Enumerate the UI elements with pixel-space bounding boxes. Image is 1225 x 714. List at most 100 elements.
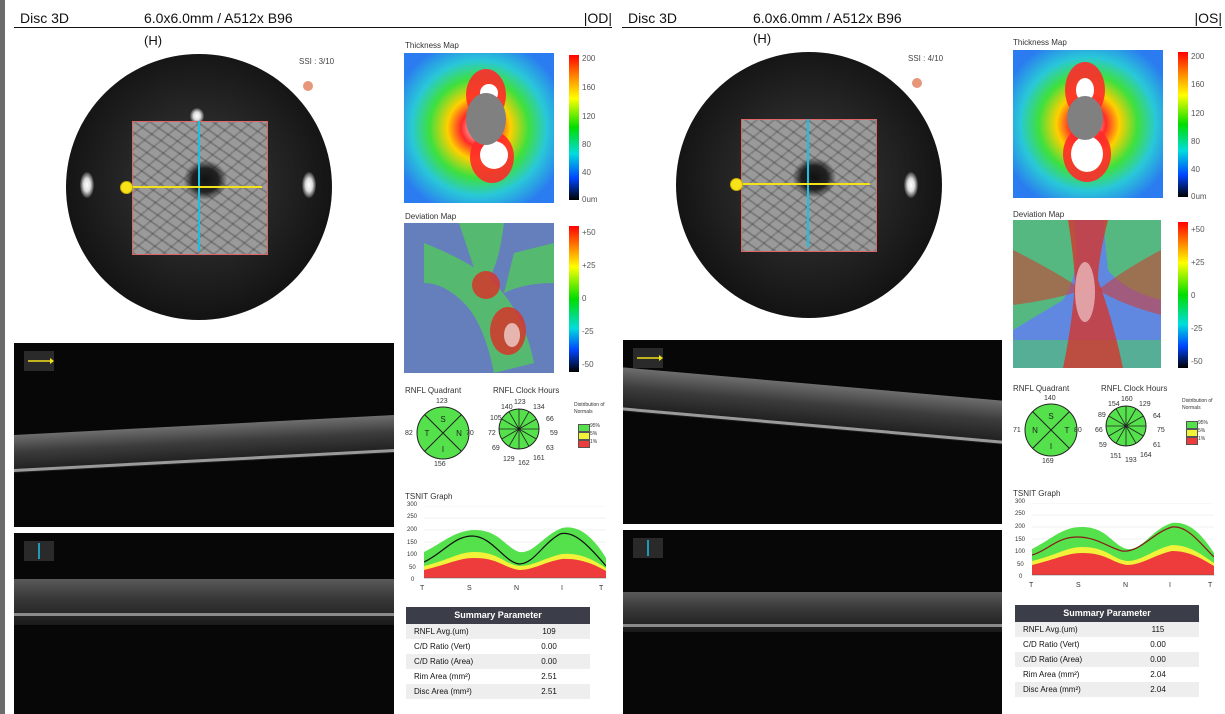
distribution-title: Distribution of Normals [1182,398,1213,411]
clock-hour-9: 72 [488,430,496,437]
legend-1-label: 1% [1198,436,1206,442]
summary-table: Summary Parameter RNFL Avg.(um) 115 C/D R… [1015,605,1199,697]
orientation-arrow-icon [28,358,54,364]
scan-protocol: 6.0x6.0mm / A512x B96 [753,10,902,26]
reflection [190,108,204,124]
clock-hour-7: 129 [503,456,515,463]
summary-row: Disc Area (mm²) 2.04 [1015,682,1199,697]
param-name: C/D Ratio (Vert) [1023,640,1080,649]
svg-text:N: N [456,429,462,438]
deviation-colorbar [569,226,579,372]
ssi-indicator [303,81,313,91]
legend-95 [1186,421,1198,429]
deviation-scale-plus25: +25 [582,261,596,270]
clock-hour-1: 129 [1139,401,1151,408]
report-header: Disc 3D 6.0x6.0mm / A512x B96 |OD| [14,9,612,28]
scan-start-marker[interactable] [730,178,743,191]
thickness-map[interactable] [1013,50,1163,198]
param-name: C/D Ratio (Area) [1023,655,1083,664]
thickness-scale-0: 0um [582,195,598,204]
bscan-vertical[interactable] [623,530,1002,714]
param-name: RNFL Avg.(um) [1023,625,1078,634]
summary-rows: RNFL Avg.(um) 109 C/D Ratio (Vert) 0.00 C/… [406,624,590,699]
param-value: 0.00 [1150,640,1166,649]
bscan-vertical[interactable] [14,533,394,714]
legend-95 [578,424,590,432]
param-value: 0.00 [1150,655,1166,664]
param-value: 2.51 [541,672,557,681]
thickness-scale-80: 80 [1191,137,1200,146]
deviation-map[interactable] [404,223,554,373]
fundus-image[interactable] [676,52,942,318]
clock-hour-2: 64 [1153,413,1161,420]
tsnit-x-S: S [1076,582,1081,589]
deviation-scale-plus50: +50 [582,228,596,237]
param-name: C/D Ratio (Vert) [414,642,471,651]
tsnit-x-I: I [561,585,563,592]
legend-95-label: 95% [1198,420,1209,426]
orientation-thumb [24,541,54,561]
tsnit-y-100: 100 [407,552,418,558]
summary-row: C/D Ratio (Vert) 0.00 [1015,637,1199,652]
horizontal-scan-line[interactable] [738,183,870,185]
summary-row: C/D Ratio (Area) 0.00 [1015,652,1199,667]
thickness-scale-200: 200 [1191,52,1205,61]
svg-text:S: S [440,415,445,424]
param-value: 2.04 [1150,670,1166,679]
summary-row: Rim Area (mm²) 2.51 [406,669,590,684]
report-header: Disc 3D 6.0x6.0mm / A512x B96 |OS| [622,9,1222,28]
summary-row: C/D Ratio (Vert) 0.00 [406,639,590,654]
tsnit-x-T2: T [1208,582,1213,589]
mode-label: Disc 3D [628,10,678,26]
thickness-map-title: Thickness Map [405,41,459,50]
fundus-image[interactable] [66,54,332,320]
scan-area[interactable] [132,121,268,255]
tsnit-x-T2: T [599,585,604,592]
tsnit-y-50: 50 [1017,562,1024,568]
svg-text:N: N [1032,426,1038,435]
rnfl-quadrant-title: RNFL Quadrant [405,386,462,395]
svg-text:I: I [442,445,444,454]
retina-layer [14,415,394,473]
thickness-scale-40: 40 [1191,165,1200,174]
tsnit-x-N: N [514,585,520,592]
legend-1 [1186,437,1198,445]
orientation-thumb [633,538,663,558]
summary-row: RNFL Avg.(um) 115 [1015,622,1199,637]
legend-1 [578,440,590,448]
deviation-scale-minus50: -50 [1191,357,1203,366]
legend-5 [578,432,590,440]
bscan-horizontal[interactable] [623,340,1002,524]
report-panel-od: Disc 3D 6.0x6.0mm / A512x B96 |OD| (H) S… [0,0,612,714]
clock-hour-10: 105 [490,415,502,422]
clock-hour-8: 69 [492,445,500,452]
thickness-map[interactable] [404,53,554,203]
deviation-scale-plus25: +25 [1191,258,1205,267]
bscan-horizontal[interactable] [14,343,394,527]
tsnit-x-S: S [467,585,472,592]
legend-5-label: 5% [590,431,598,437]
tsnit-y-300: 300 [1015,499,1026,505]
scan-start-marker[interactable] [120,181,133,194]
quadrant-inferior-value: 169 [1042,458,1054,465]
tsnit-x-I: I [1169,582,1171,589]
legend-5-label: 5% [1198,428,1206,434]
tsnit-graph [1032,503,1214,576]
deviation-map[interactable] [1013,220,1161,368]
svg-text:I: I [1050,442,1052,451]
horizontal-scan-line[interactable] [128,186,262,188]
rnfl-clock-title: RNFL Clock Hours [1101,384,1168,393]
report-panel-os: Disc 3D 6.0x6.0mm / A512x B96 |OS| (H) S… [612,0,1225,714]
quadrant-inferior-value: 156 [434,461,446,468]
orientation-arrow-icon [38,543,40,559]
tsnit-y-200: 200 [1015,524,1026,530]
eye-label: |OS| [1194,10,1222,26]
tsnit-y-200: 200 [407,527,418,533]
clock-hour-4: 63 [546,445,554,452]
scan-area[interactable] [741,119,877,252]
svg-text:T: T [1065,426,1070,435]
param-value: 0.00 [541,642,557,651]
window-edge [0,0,5,714]
thickness-scale-40: 40 [582,168,591,177]
rnfl-quadrant-title: RNFL Quadrant [1013,384,1070,393]
